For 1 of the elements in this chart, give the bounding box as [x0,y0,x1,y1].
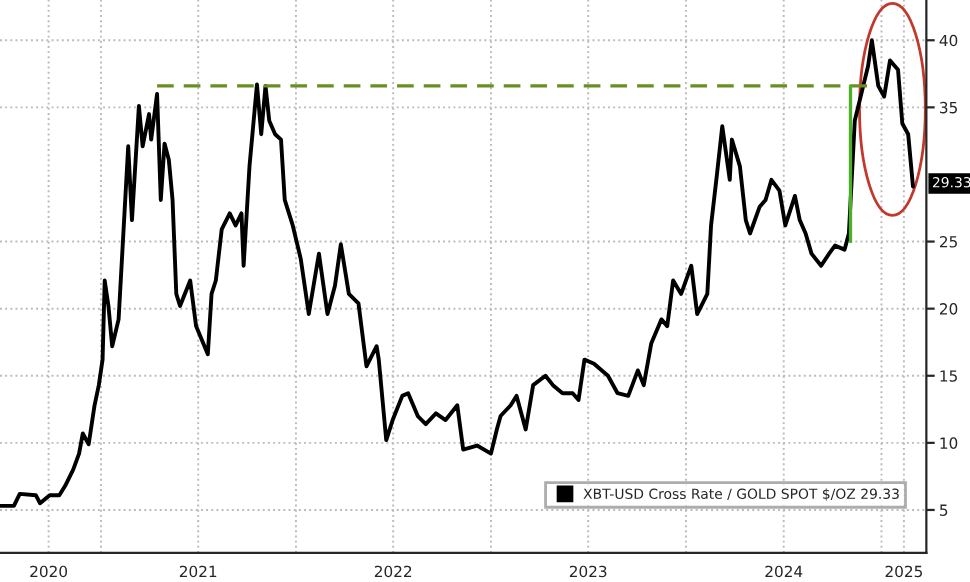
line-series [0,38,915,508]
